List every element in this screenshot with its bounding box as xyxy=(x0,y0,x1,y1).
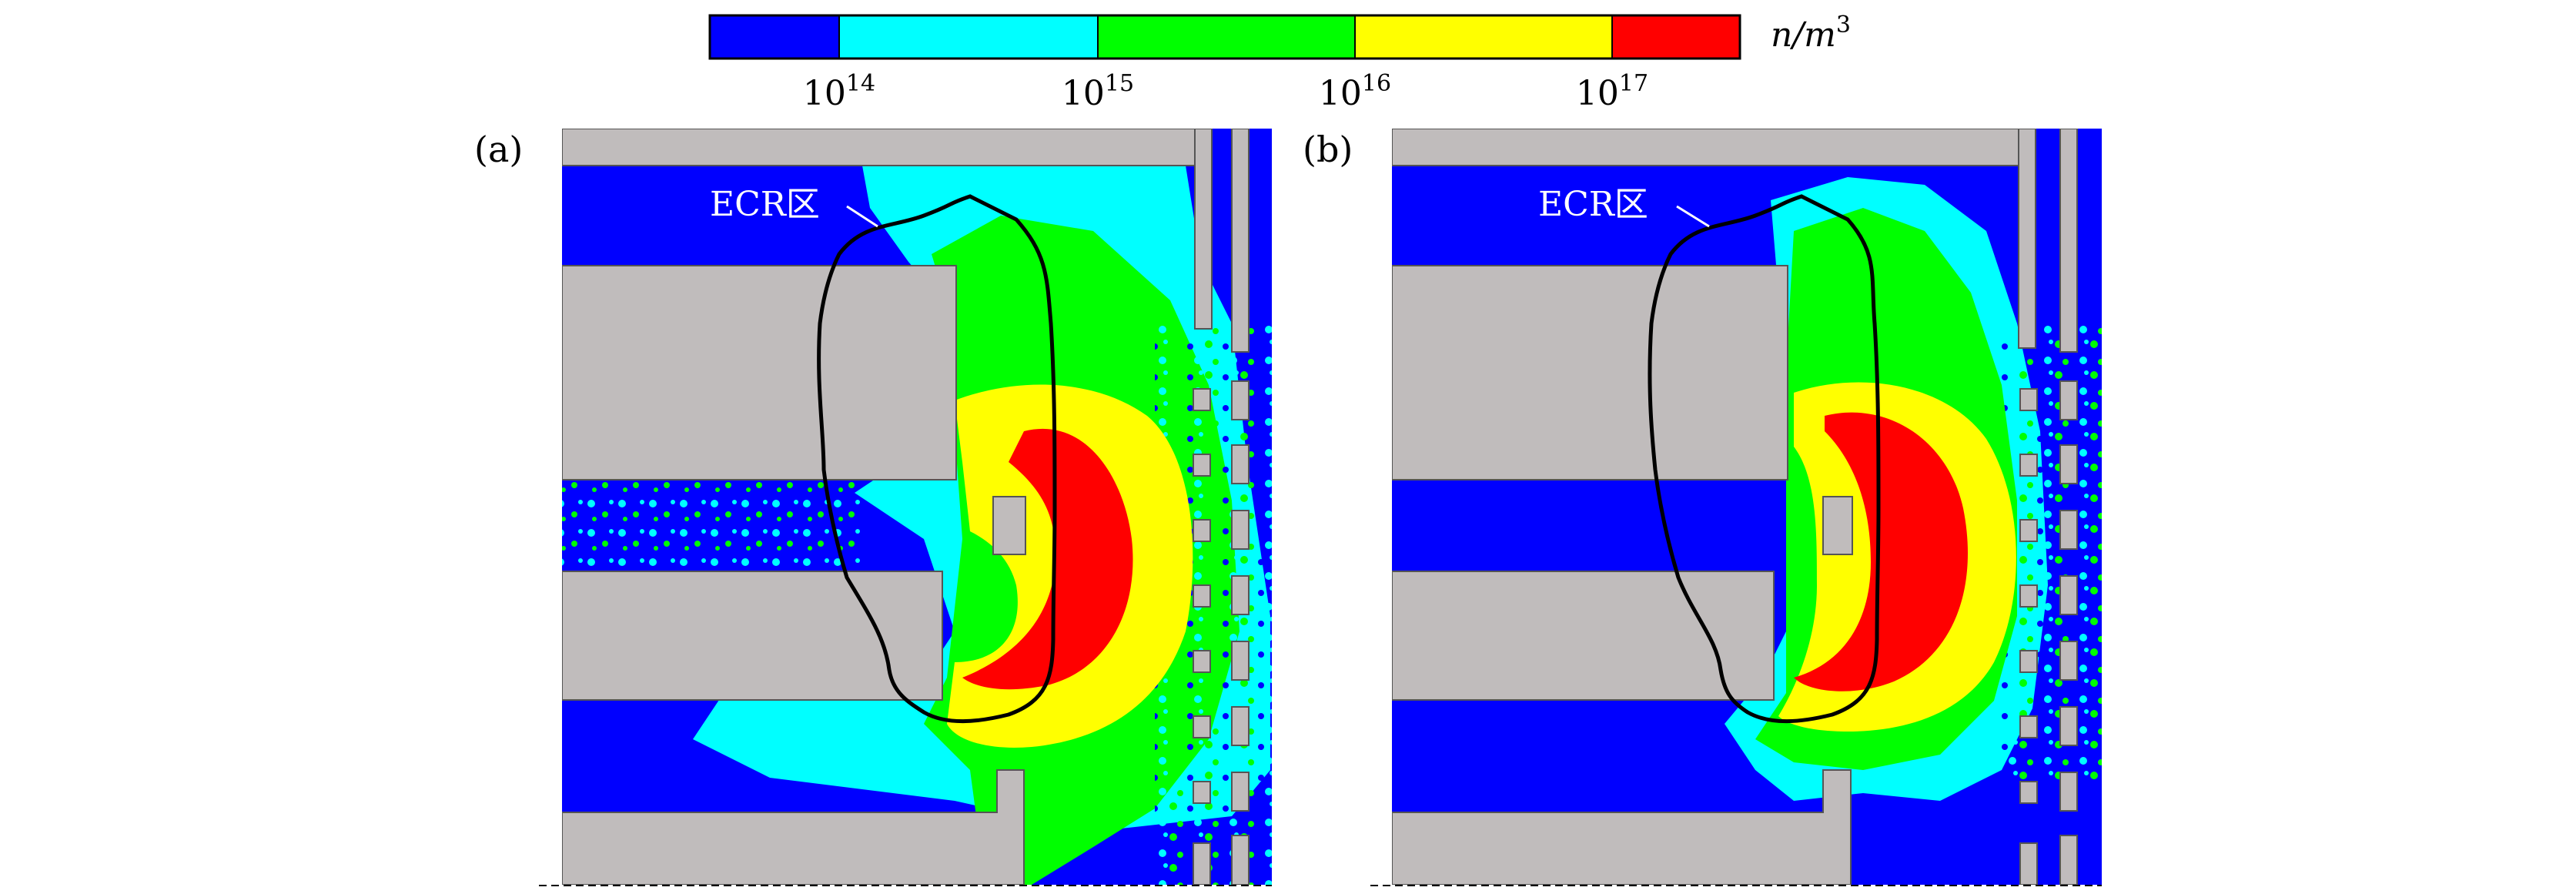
colorbar-unit-label: n/m3 xyxy=(1771,12,1851,55)
panel-b-grid-bar xyxy=(2059,129,2078,353)
panel-a-grid-blocks xyxy=(1193,380,1250,885)
panel-a-ecr-leader xyxy=(846,205,878,228)
colorbar-tick-label: 1017 xyxy=(1576,70,1648,113)
panel-b-ecr-contour xyxy=(1648,194,1881,724)
panel-a-label: (a) xyxy=(474,129,523,170)
panel-b xyxy=(1392,129,2102,885)
panel-a-bottom-wall xyxy=(562,769,1025,885)
panel-b-bottom-wall xyxy=(1392,769,1852,885)
panel-b-upper-electrode xyxy=(1392,265,1788,480)
panel-a-grid-bar xyxy=(1231,129,1250,353)
panel-b-grid-blocks xyxy=(2019,380,2078,885)
panel-b-small-block xyxy=(1822,496,1853,555)
panel-a xyxy=(562,129,1272,885)
panel-a-grid-bar xyxy=(1194,129,1213,330)
panel-b-ecr-label: ECR区 xyxy=(1538,185,1648,224)
panel-b-label: (b) xyxy=(1303,129,1353,170)
panel-b-ecr-leader xyxy=(1676,205,1710,228)
colorbar: 1014 1015 1016 1017 n/m3 xyxy=(708,12,1851,113)
panel-a-ecr-label: ECR区 xyxy=(710,185,820,224)
colorbar-segment-cyan xyxy=(839,15,1098,59)
colorbar-segment-red xyxy=(1612,15,1740,59)
panel-a-small-block xyxy=(992,496,1026,555)
colorbar-tick-label: 1016 xyxy=(1319,70,1391,113)
colorbar-tick-label: 1015 xyxy=(1062,70,1134,113)
panel-b-top-wall xyxy=(1392,129,2019,166)
panel-a-upper-electrode xyxy=(562,265,957,480)
panel-a-ecr-contour xyxy=(817,194,1057,724)
panel-b-red-region xyxy=(1794,412,1968,691)
colorbar-segment-blue xyxy=(710,15,839,59)
colorbar-segment-yellow xyxy=(1355,15,1612,59)
panel-a-red-region xyxy=(962,428,1133,690)
panel-a-speckle-left xyxy=(562,477,862,570)
colorbar-frame xyxy=(708,14,1741,60)
colorbar-tick-label: 1014 xyxy=(803,70,875,113)
colorbar-segment-green xyxy=(1098,15,1355,59)
panel-b-grid-bar xyxy=(2018,129,2036,349)
panel-b-speckle-right xyxy=(2002,323,2102,785)
panel-a-top-wall xyxy=(562,129,1196,166)
panel-a-lower-electrode xyxy=(562,571,943,701)
panel-b-lower-electrode xyxy=(1392,571,1775,701)
